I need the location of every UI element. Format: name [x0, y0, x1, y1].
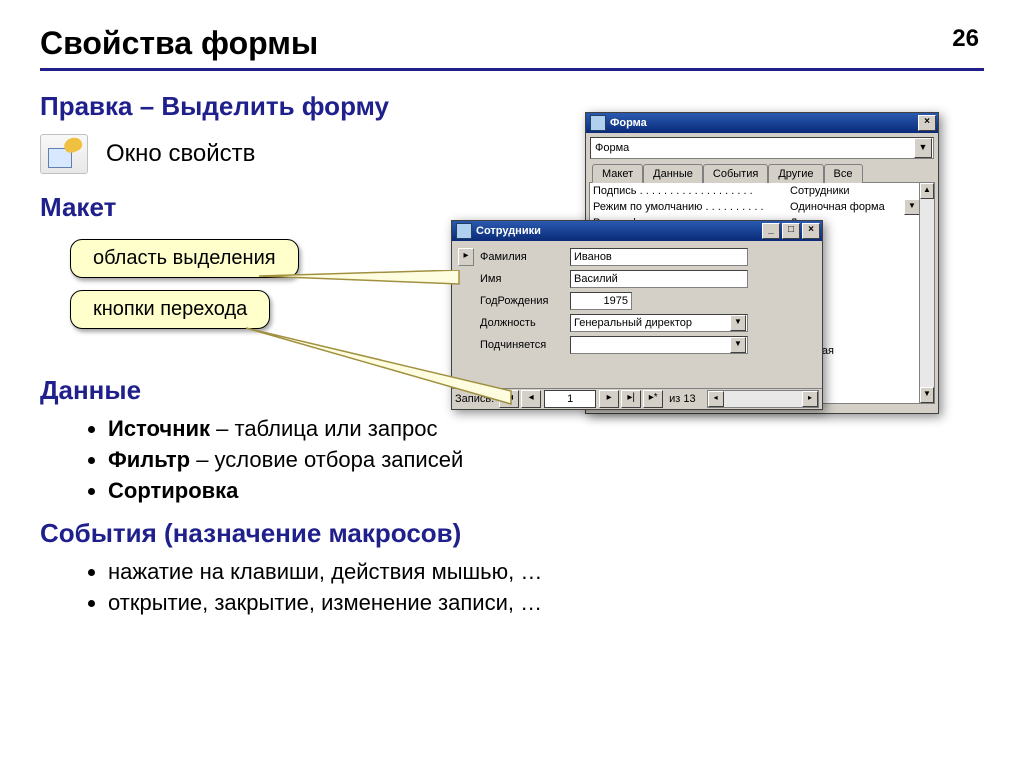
list-item: Источник – таблица или запрос: [108, 416, 984, 442]
list-item: открытие, закрытие, изменение записи, …: [108, 590, 984, 616]
window-title: Сотрудники: [476, 225, 541, 237]
record-navigator: Запись: |◂ ◂ 1 ▸ ▸| ▸* из 13 ◂ ▸: [452, 388, 822, 409]
close-icon[interactable]: ×: [802, 223, 820, 239]
titlebar[interactable]: Сотрудники _ □ ×: [452, 221, 822, 241]
tab-data[interactable]: Данные: [643, 164, 703, 183]
list-item: нажатие на клавиши, действия мышью, …: [108, 559, 984, 585]
section-events: События (назначение макросов): [40, 518, 984, 549]
titlebar[interactable]: Форма ×: [586, 113, 938, 133]
property-tabs: Макет Данные События Другие Все: [589, 163, 935, 183]
record-number[interactable]: 1: [544, 390, 596, 408]
field-label: Фамилия: [480, 251, 570, 263]
nav-label: Запись:: [455, 393, 494, 405]
close-icon[interactable]: ×: [918, 115, 936, 131]
form-icon: [456, 223, 472, 239]
list-item: Фильтр – условие отбора записей: [108, 447, 984, 473]
nav-prev-icon[interactable]: ◂: [521, 390, 541, 408]
slide-title: Свойства формы: [40, 25, 984, 62]
table-row[interactable]: Режим по умолчанию . . . . . . . . . . О…: [590, 199, 934, 215]
nav-next-icon[interactable]: ▸: [599, 390, 619, 408]
properties-icon: [40, 134, 88, 174]
name-field[interactable]: Василий: [570, 270, 748, 288]
minimize-icon[interactable]: _: [762, 223, 780, 239]
field-label: Имя: [480, 273, 570, 285]
chevron-down-icon[interactable]: ▼: [730, 315, 746, 331]
horizontal-scrollbar[interactable]: ◂ ▸: [707, 390, 819, 408]
combo-value: Форма: [595, 142, 629, 154]
event-bullets: нажатие на клавиши, действия мышью, … от…: [68, 559, 984, 616]
scroll-left-icon[interactable]: ◂: [708, 391, 724, 407]
properties-label: Окно свойств: [106, 140, 255, 168]
callout-selection-area: область выделения: [70, 239, 299, 278]
data-bullets: Источник – таблица или запрос Фильтр – у…: [68, 416, 984, 504]
reports-to-field[interactable]: ▼: [570, 336, 748, 354]
tab-events[interactable]: События: [703, 164, 768, 183]
surname-field[interactable]: Иванов: [570, 248, 748, 266]
scroll-right-icon[interactable]: ▸: [802, 391, 818, 407]
prop-value: Одиночная форма: [790, 201, 885, 213]
nav-new-icon[interactable]: ▸*: [643, 390, 663, 408]
scroll-down-icon[interactable]: ▼: [920, 387, 934, 403]
field-label: Подчиняется: [480, 339, 570, 351]
record-count: из 13: [669, 393, 695, 405]
field-label: Должность: [480, 317, 570, 329]
chevron-down-icon[interactable]: ▼: [730, 337, 746, 353]
field-label: ГодРождения: [480, 295, 570, 307]
chevron-down-icon[interactable]: ▼: [904, 199, 920, 215]
field-value: Генеральный директор: [574, 315, 692, 331]
prop-value: Сотрудники: [790, 185, 850, 197]
position-field[interactable]: Генеральный директор ▼: [570, 314, 748, 332]
tab-layout[interactable]: Макет: [592, 164, 643, 183]
employees-window: Сотрудники _ □ × ▸ Фамилия Иванов Имя Ва…: [451, 220, 823, 410]
scroll-up-icon[interactable]: ▲: [920, 183, 934, 199]
form-icon: [590, 115, 606, 131]
nav-last-icon[interactable]: ▸|: [621, 390, 641, 408]
form-body: ▸ Фамилия Иванов Имя Василий ГодРождения…: [452, 241, 822, 355]
table-row[interactable]: Подпись . . . . . . . . . . . . . . . . …: [590, 183, 934, 199]
prop-key: Подпись . . . . . . . . . . . . . . . . …: [590, 185, 788, 197]
window-title: Форма: [610, 117, 647, 129]
tab-other[interactable]: Другие: [768, 164, 823, 183]
list-item: Сортировка: [108, 478, 984, 504]
callout-nav-buttons: кнопки перехода: [70, 290, 270, 329]
chevron-down-icon[interactable]: ▼: [914, 138, 932, 158]
divider: [40, 68, 984, 71]
vertical-scrollbar[interactable]: ▲ ▼: [919, 183, 934, 403]
prop-key: Режим по умолчанию . . . . . . . . . .: [590, 201, 788, 213]
birthyear-field[interactable]: 1975: [570, 292, 632, 310]
page-number: 26: [952, 25, 979, 53]
record-selector[interactable]: ▸: [458, 248, 474, 266]
nav-first-icon[interactable]: |◂: [499, 390, 519, 408]
object-selector[interactable]: Форма ▼: [590, 137, 934, 159]
maximize-icon[interactable]: □: [782, 223, 800, 239]
tab-all[interactable]: Все: [824, 164, 863, 183]
